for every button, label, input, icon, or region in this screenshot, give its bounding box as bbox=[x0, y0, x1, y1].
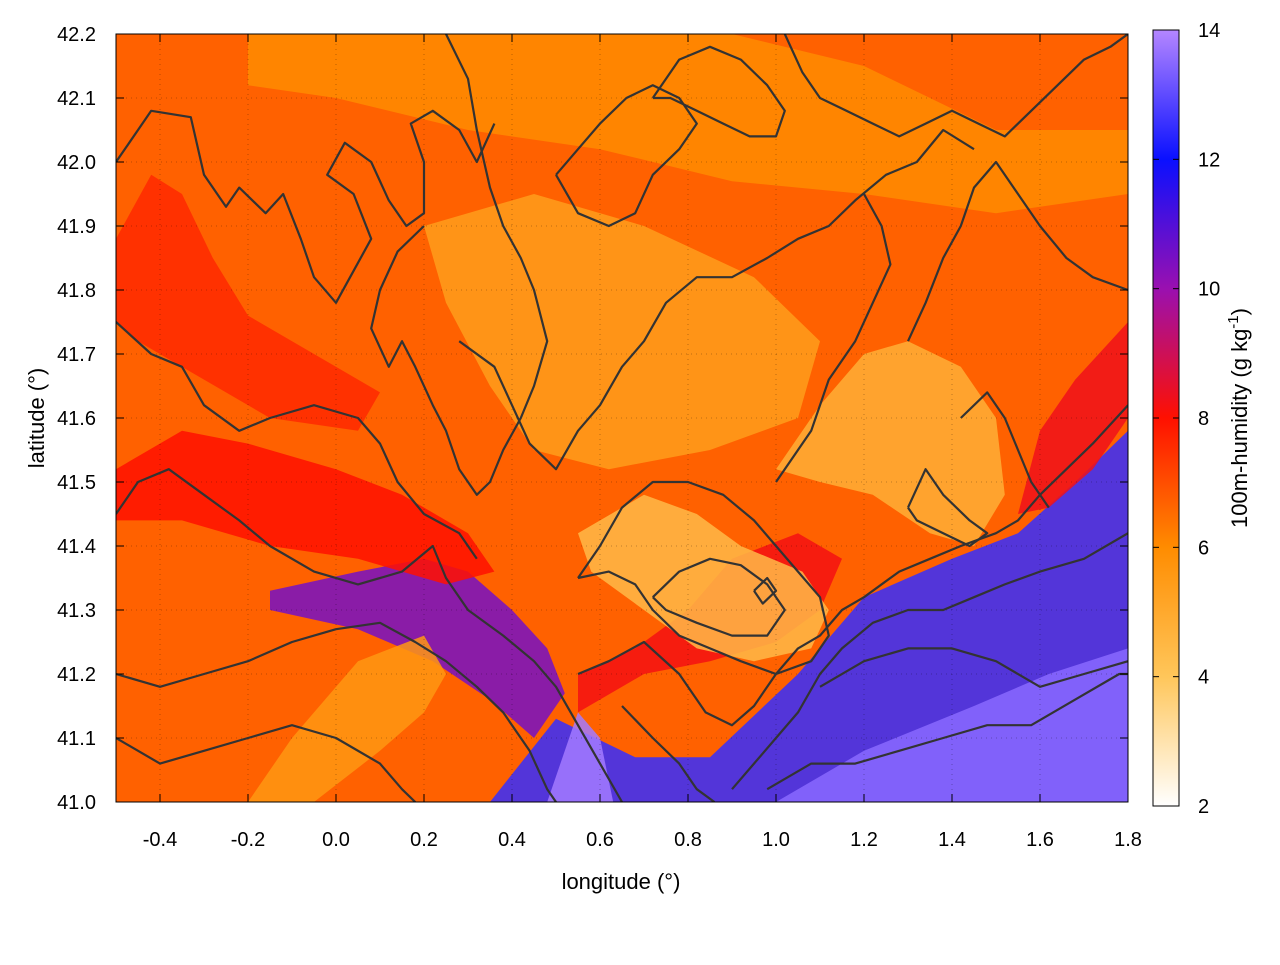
y-axis-label: latitude (°) bbox=[24, 368, 49, 469]
field-region-east-red bbox=[1018, 322, 1128, 514]
x-tick-label: 1.8 bbox=[1114, 829, 1142, 851]
contour-line bbox=[731, 532, 1128, 790]
field-region-interior-light bbox=[578, 494, 829, 662]
y-tick-label: 41.5 bbox=[57, 472, 96, 494]
contour-line bbox=[577, 480, 830, 676]
colorbar-tick-label: 6 bbox=[1198, 537, 1209, 559]
y-axis-ticks: 41.0 41.1 41.2 41.3 41.4 41.5 41.6 41.7 41.8 41.9… bbox=[57, 24, 1128, 814]
contour-line bbox=[651, 45, 786, 138]
y-tick-label: 42.1 bbox=[57, 88, 96, 110]
contour-line bbox=[458, 128, 975, 471]
contour-line bbox=[370, 34, 549, 496]
x-tick-label: 0.2 bbox=[410, 829, 438, 851]
x-tick-label: -0.2 bbox=[231, 829, 265, 851]
x-tick-label: 1.2 bbox=[850, 829, 878, 851]
colorbar-label: 100m-humidity (g kg-1) bbox=[1225, 308, 1252, 528]
x-tick-label: 0.6 bbox=[586, 829, 614, 851]
contour-line bbox=[652, 557, 786, 637]
colorbar-tick-label: 8 bbox=[1198, 408, 1209, 430]
contour-line bbox=[775, 193, 892, 483]
colorbar-tick-label: 2 bbox=[1198, 796, 1209, 818]
y-tick-label: 41.0 bbox=[57, 792, 96, 814]
field-region-ebro-delta bbox=[547, 712, 614, 802]
contour-line bbox=[116, 724, 416, 802]
x-tick-label: 0.0 bbox=[322, 829, 350, 851]
colorbar-tick-label: 10 bbox=[1198, 279, 1220, 301]
x-axis-ticks: -0.4 -0.2 0.0 0.2 0.4 0.6 0.8 1.0 1.2 1.4 1.6 1.8 bbox=[143, 34, 1142, 851]
contour-line bbox=[783, 34, 1128, 138]
contour-line bbox=[116, 109, 496, 304]
x-tick-label: 1.4 bbox=[938, 829, 966, 851]
contour-line bbox=[555, 84, 698, 228]
contour-line bbox=[116, 621, 557, 802]
y-tick-label: 41.3 bbox=[57, 600, 96, 622]
x-tick-label: 1.6 bbox=[1026, 829, 1054, 851]
y-tick-label: 42.0 bbox=[57, 152, 96, 174]
contour-line bbox=[621, 705, 716, 802]
colorbar-ticks: 2 4 6 8 10 12 14 bbox=[1153, 20, 1220, 818]
colorbar-tick-label: 12 bbox=[1198, 149, 1220, 171]
contour-line bbox=[116, 468, 623, 802]
colorbar-tick-label: 14 bbox=[1198, 20, 1220, 42]
y-tick-label: 41.6 bbox=[57, 408, 96, 430]
y-tick-label: 41.9 bbox=[57, 216, 96, 238]
field-region-west-red-band bbox=[116, 430, 495, 585]
y-tick-label: 41.7 bbox=[57, 344, 96, 366]
field-region-northeast-light bbox=[776, 341, 1005, 546]
x-tick-label: 0.8 bbox=[674, 829, 702, 851]
grid-lines bbox=[116, 34, 1128, 802]
contour-line bbox=[907, 468, 989, 548]
contour-line bbox=[753, 576, 778, 605]
contour-line bbox=[766, 672, 1128, 791]
contour-line bbox=[819, 647, 1128, 688]
contour-line bbox=[960, 391, 1050, 509]
humidity-field bbox=[116, 34, 1128, 802]
x-axis-label: longitude (°) bbox=[562, 869, 681, 894]
contour-line bbox=[577, 404, 1128, 727]
y-tick-label: 41.2 bbox=[57, 664, 96, 686]
y-tick-label: 42.2 bbox=[57, 24, 96, 46]
y-tick-label: 41.1 bbox=[57, 728, 96, 750]
contour-line bbox=[116, 321, 478, 560]
x-tick-label: -0.4 bbox=[143, 829, 177, 851]
y-tick-label: 41.4 bbox=[57, 536, 96, 558]
contour-lines bbox=[116, 34, 1128, 802]
x-tick-label: 0.4 bbox=[498, 829, 526, 851]
colorbar-tick-label: 4 bbox=[1198, 667, 1209, 689]
x-tick-label: 1.0 bbox=[762, 829, 790, 851]
field-region-southwest-orange bbox=[248, 635, 446, 802]
contour-line bbox=[907, 160, 1128, 342]
y-tick-label: 41.8 bbox=[57, 280, 96, 302]
